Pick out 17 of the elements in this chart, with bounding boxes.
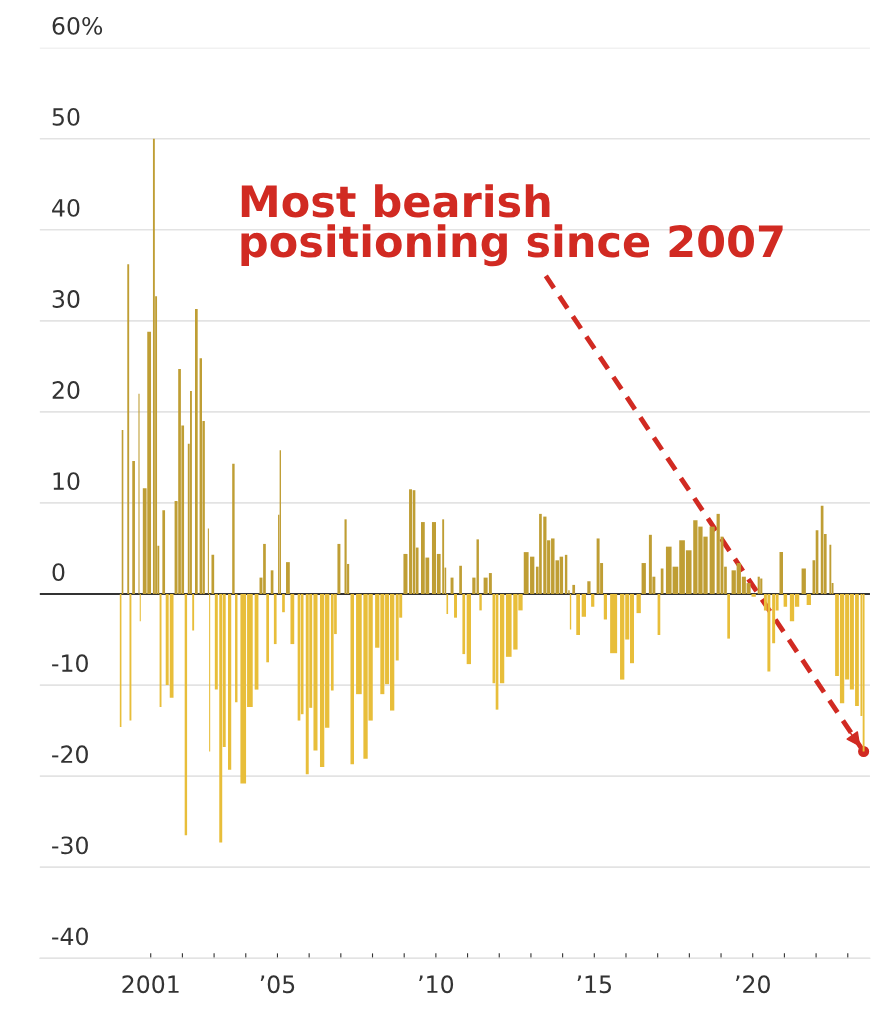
y-tick-label: 50 <box>52 107 80 126</box>
y-tick-label: -10 <box>52 654 88 673</box>
x-tick-label: ’10 <box>419 975 454 994</box>
y-tick-label: 60% <box>52 16 103 35</box>
y-tick-label: -30 <box>52 836 88 855</box>
y-tick-label: 30 <box>52 290 80 308</box>
x-tick-label: ’20 <box>736 975 770 994</box>
y-tick-label: 0 <box>52 563 65 582</box>
annotation: Most bearish positioning since 2007 <box>241 184 783 267</box>
x-tick-label: ’15 <box>577 975 612 994</box>
y-tick-label: -40 <box>52 927 88 946</box>
x-tick-label: ’05 <box>260 975 295 994</box>
y-tick-label: 10 <box>53 472 80 491</box>
y-tick-label: -20 <box>52 745 88 764</box>
y-tick-label: 40 <box>52 199 80 217</box>
y-tick-label: 20 <box>52 381 80 399</box>
x-tick-label: 2001 <box>122 975 179 994</box>
